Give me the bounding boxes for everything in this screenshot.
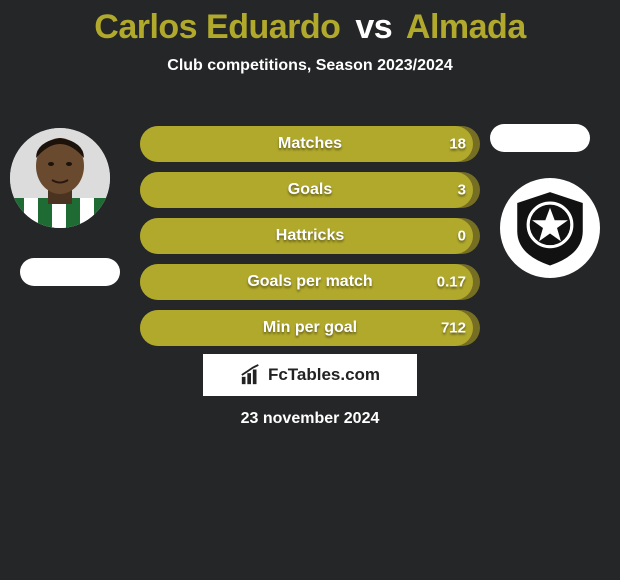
title-player1: Carlos Eduardo <box>94 8 340 46</box>
player2-crest-svg <box>511 189 589 267</box>
stat-bar-value: 18 <box>449 136 466 153</box>
stat-bar-label: Matches <box>278 135 342 153</box>
stat-bar: Goals 3 <box>140 172 480 208</box>
date-label: 23 november 2024 <box>241 410 380 428</box>
stat-bar: Min per goal 712 <box>140 310 480 346</box>
player1-avatar-svg <box>10 128 110 228</box>
jersey-stripe <box>94 198 110 228</box>
stat-bar-value: 712 <box>441 320 466 337</box>
stat-bar-label: Min per goal <box>263 319 357 337</box>
stat-bar-label: Goals per match <box>247 273 372 291</box>
fctables-label: FcTables.com <box>268 365 380 385</box>
avatar-eye <box>66 162 72 166</box>
stat-bar-label: Hattricks <box>276 227 344 245</box>
fctables-badge: FcTables.com <box>203 354 417 396</box>
avatar-eye <box>48 162 54 166</box>
stats-bars: Matches 18 Goals 3 Hattricks 0 Goals per match… <box>140 126 480 346</box>
jersey-stripe <box>80 198 94 228</box>
jersey-stripe <box>24 198 38 228</box>
jersey-stripe <box>10 198 24 228</box>
title-player2: Almada <box>406 8 526 46</box>
player1-team-badge <box>20 258 120 286</box>
subtitle: Club competitions, Season 2023/2024 <box>0 57 620 75</box>
stat-bar-label: Goals <box>288 181 332 199</box>
title-vs: vs <box>355 8 392 46</box>
stat-bar: Goals per match 0.17 <box>140 264 480 300</box>
player1-avatar <box>10 128 110 228</box>
stat-bar: Matches 18 <box>140 126 480 162</box>
page-title: Carlos Eduardo vs Almada <box>0 0 620 47</box>
stat-bar-value: 3 <box>458 182 466 199</box>
player2-avatar-placeholder <box>490 124 590 152</box>
player2-team-crest <box>500 178 600 278</box>
stat-bar: Hattricks 0 <box>140 218 480 254</box>
stat-bar-value: 0 <box>458 228 466 245</box>
stat-bar-value: 0.17 <box>437 274 466 291</box>
chart-icon <box>240 364 262 386</box>
